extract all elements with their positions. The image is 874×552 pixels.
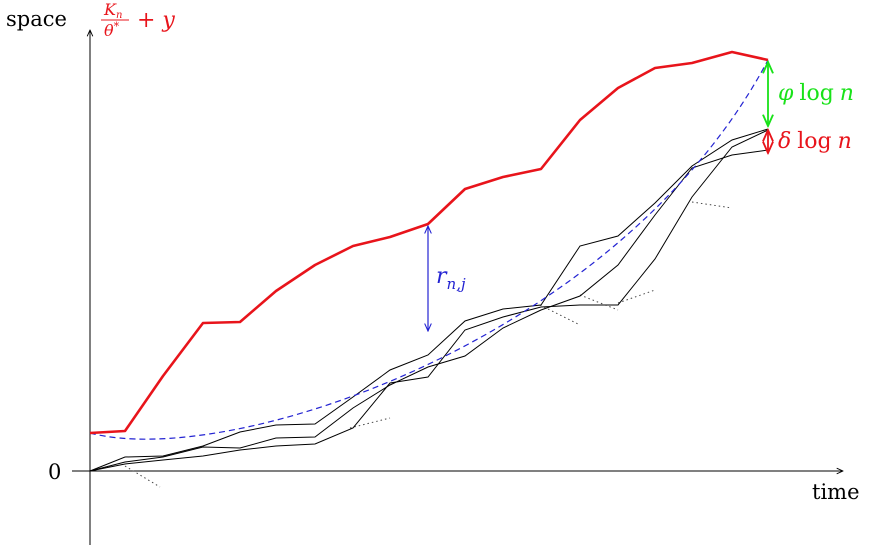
top-label-denominator: θ* <box>104 20 120 40</box>
path-2 <box>89 149 769 472</box>
origin-label: 0 <box>48 460 61 484</box>
dotted-stub <box>691 201 733 209</box>
blue-dashed-curve <box>89 59 769 440</box>
dotted-stub <box>349 417 391 429</box>
x-axis-label: time <box>812 480 860 504</box>
dotted-stub <box>539 304 581 326</box>
dotted-stub <box>617 289 656 304</box>
dotted-branch-stubs <box>124 201 733 488</box>
gap-label-blue: rn,j <box>436 264 466 293</box>
gap-label-green: φ log n <box>778 81 854 106</box>
path-3 <box>89 129 769 472</box>
red-top-curve <box>89 50 769 435</box>
dotted-stub <box>579 294 619 311</box>
gap-label-red: δ log n <box>778 129 852 154</box>
top-label-numerator: Kn <box>103 0 122 21</box>
top-curve-label: Kn θ* + y <box>101 0 175 40</box>
top-label-suffix: + y <box>137 8 175 33</box>
dotted-stub <box>124 465 161 488</box>
path-1 <box>89 128 769 472</box>
black-paths <box>89 128 769 472</box>
y-axis-label: space <box>6 7 67 31</box>
